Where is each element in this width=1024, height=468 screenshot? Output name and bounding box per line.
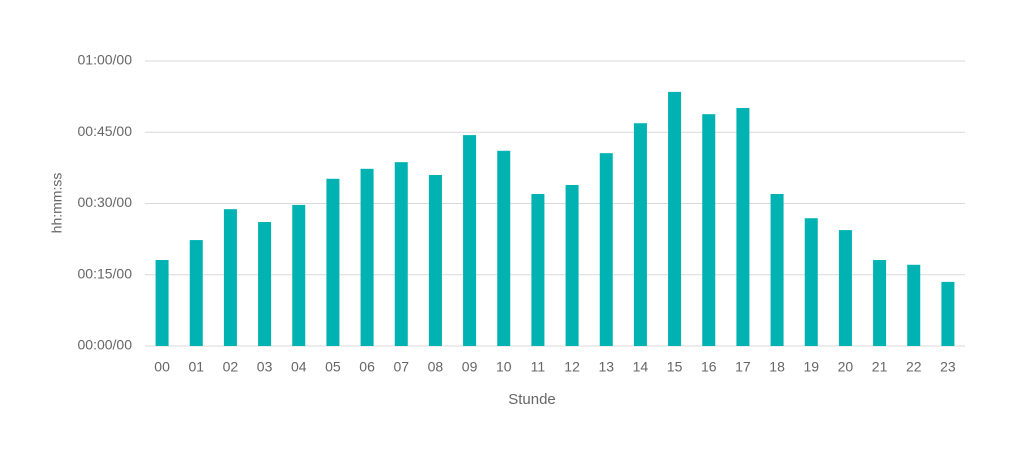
x-tick-label: 00 [154,359,170,375]
x-axis-title: Stunde [508,391,556,408]
bar [702,114,716,346]
x-tick-label: 12 [564,359,580,375]
x-tick-label: 22 [906,359,922,375]
x-tick-label: 02 [223,359,239,375]
bar [907,264,921,346]
x-tick-label: 14 [633,359,649,375]
y-tick-label: 00:45/00 [78,123,133,139]
x-tick-label: 13 [598,359,614,375]
bar [326,178,340,346]
x-tick-label: 16 [701,359,717,375]
bar [941,281,955,346]
x-tick-label: 11 [531,359,546,375]
x-tick-label: 18 [769,359,785,375]
x-tick-label: 21 [872,359,888,375]
x-tick-label: 03 [257,359,273,375]
bar [463,135,477,346]
bar [258,222,272,346]
bar [633,123,647,346]
bar [565,184,579,346]
y-tick-label: 00:00/00 [78,337,133,353]
x-tick-label: 04 [291,359,307,375]
x-tick-label: 15 [667,359,683,375]
bar [189,240,203,346]
x-tick-label: 23 [940,359,956,375]
bar [531,194,545,346]
x-tick-label: 10 [496,359,512,375]
x-tick-label: 08 [428,359,444,375]
bar [223,209,237,346]
x-tick-label: 07 [393,359,409,375]
x-tick-label: 06 [359,359,375,375]
bar [497,150,511,346]
bar [736,108,750,347]
bar [873,260,887,346]
y-tick-label: 00:30/00 [78,194,133,210]
bar [360,168,374,346]
y-axis-title: hh:mm:ss [49,173,65,234]
x-tick-label: 05 [325,359,341,375]
bar [668,91,682,346]
y-tick-label: 00:15/00 [78,265,133,281]
bar [770,194,784,346]
x-tick-label: 17 [735,359,751,375]
bar [428,175,442,346]
x-tick-label: 19 [803,359,819,375]
bar [155,260,169,346]
bar [394,162,408,346]
bar [804,218,818,346]
x-tick-label: 09 [462,359,478,375]
x-tick-label: 01 [188,359,204,375]
bar [838,230,852,346]
bar [599,153,613,346]
x-tick-label: 20 [838,359,854,375]
y-tick-label: 01:00/00 [78,52,133,68]
bar [292,204,306,346]
